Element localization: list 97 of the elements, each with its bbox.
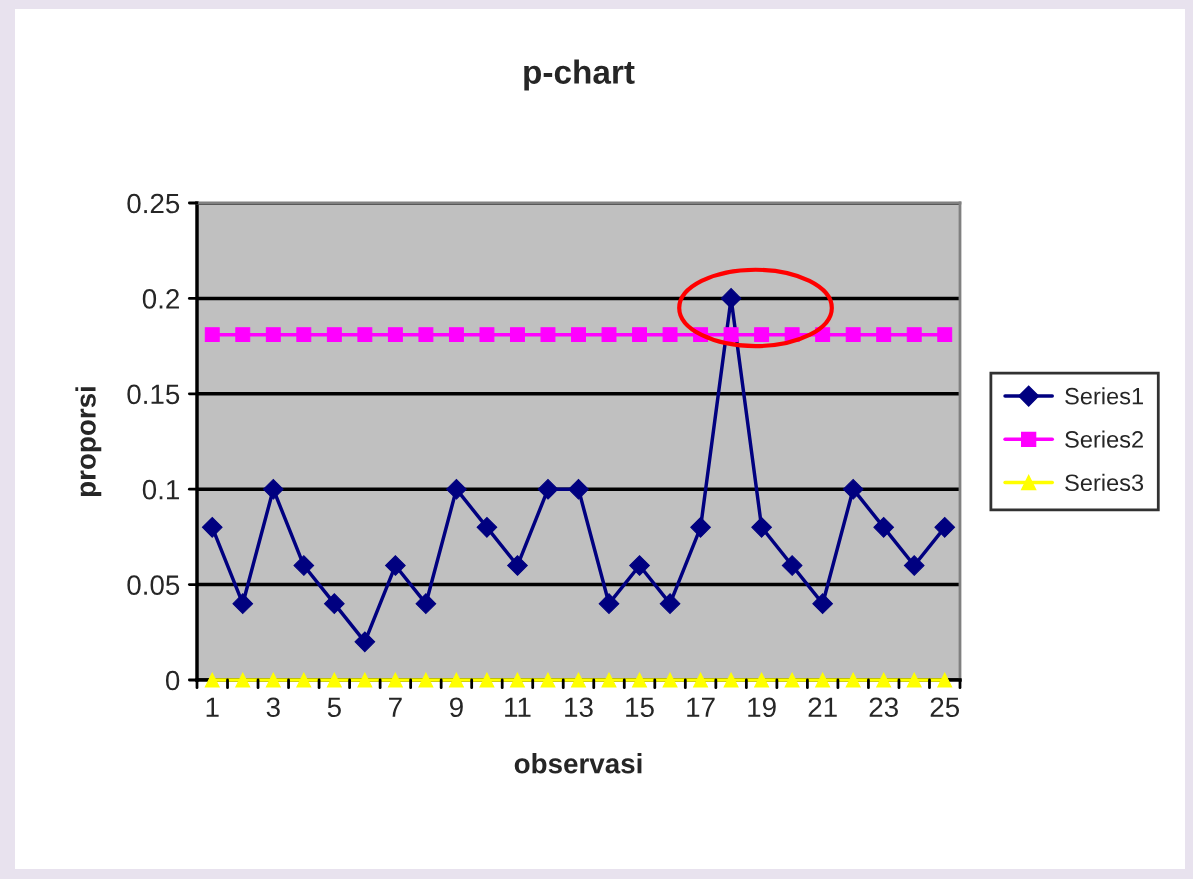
y-tick-label: 0.1: [142, 479, 179, 500]
point: [723, 672, 739, 688]
point: [507, 555, 528, 576]
point: [903, 555, 925, 576]
x-tick-label: 13: [565, 697, 593, 718]
point: [324, 593, 345, 615]
y-tick-label: 0.2: [142, 289, 179, 309]
point: [387, 672, 403, 688]
point: [937, 327, 953, 343]
point: [357, 327, 373, 343]
point: [537, 478, 559, 500]
point: [357, 672, 373, 688]
point: [540, 327, 556, 343]
point: [479, 672, 495, 688]
point: [232, 593, 254, 615]
point: [842, 478, 864, 500]
point: [815, 672, 831, 688]
x-tick-label: 15: [626, 697, 654, 718]
point: [632, 327, 647, 343]
y-tick-label: 0: [165, 670, 180, 691]
point: [354, 631, 376, 653]
point: [845, 672, 861, 688]
point: [937, 672, 953, 688]
point: [201, 517, 223, 538]
point: [540, 672, 556, 688]
y-axis-title: proporsi: [75, 387, 102, 496]
point: [693, 672, 709, 688]
point: [204, 672, 220, 688]
y-tick-label: 0.25: [127, 193, 180, 214]
x-axis-title: observasi: [514, 753, 642, 774]
point: [845, 327, 861, 343]
chart-title: p-chart: [524, 59, 635, 91]
legend-label: Series1: [1065, 387, 1143, 405]
point: [601, 327, 617, 343]
point: [723, 327, 739, 343]
point: [751, 517, 772, 538]
point: [479, 327, 495, 343]
point: [571, 672, 586, 688]
point: [476, 517, 498, 538]
x-tick-label: 3: [266, 697, 280, 718]
point: [510, 327, 525, 343]
point: [934, 517, 956, 538]
point: [235, 672, 251, 688]
point: [446, 478, 467, 500]
point: [754, 327, 770, 343]
point: [385, 555, 406, 576]
x-tick-label: 17: [687, 697, 715, 717]
y-tick-label: 0.05: [127, 575, 180, 595]
point: [784, 672, 800, 688]
x-tick-label: 11: [505, 697, 531, 717]
point: [448, 327, 464, 343]
point: [659, 593, 681, 615]
point: [568, 478, 589, 500]
point: [262, 478, 284, 500]
point: [293, 555, 315, 576]
point: [690, 517, 711, 538]
point: [448, 672, 464, 688]
x-tick-label: 21: [808, 697, 837, 717]
x-tick-label: 7: [389, 697, 402, 717]
x-tick-label: 9: [450, 697, 463, 718]
point: [662, 327, 678, 343]
point: [876, 672, 892, 688]
point: [662, 672, 678, 688]
legend-label: Series3: [1065, 473, 1144, 492]
point: [415, 593, 437, 615]
point: [265, 327, 281, 343]
point: [326, 672, 342, 688]
point: [632, 672, 647, 688]
x-tick-label: 5: [327, 697, 341, 718]
point: [571, 327, 586, 343]
point: [326, 327, 342, 343]
point: [781, 555, 803, 576]
point: [720, 288, 742, 309]
point: [296, 672, 312, 688]
point: [510, 672, 525, 688]
point: [754, 672, 770, 688]
point: [906, 327, 922, 343]
point: [629, 555, 650, 576]
y-tick-label: 0.15: [127, 384, 180, 405]
point: [601, 672, 617, 688]
point: [296, 327, 312, 343]
point: [876, 327, 892, 343]
point: [387, 327, 403, 343]
point: [235, 327, 251, 343]
point: [598, 593, 620, 615]
x-tick-label: 25: [930, 697, 960, 718]
point: [265, 672, 281, 688]
point: [873, 517, 895, 538]
point: [906, 672, 922, 688]
point: [812, 593, 833, 615]
point: [418, 672, 434, 688]
x-tick-label: 1: [206, 697, 219, 717]
x-tick-label: 19: [748, 697, 776, 718]
point: [418, 327, 434, 343]
x-tick-label: 23: [869, 697, 898, 718]
point: [204, 327, 220, 343]
legend-label: Series2: [1065, 430, 1143, 448]
